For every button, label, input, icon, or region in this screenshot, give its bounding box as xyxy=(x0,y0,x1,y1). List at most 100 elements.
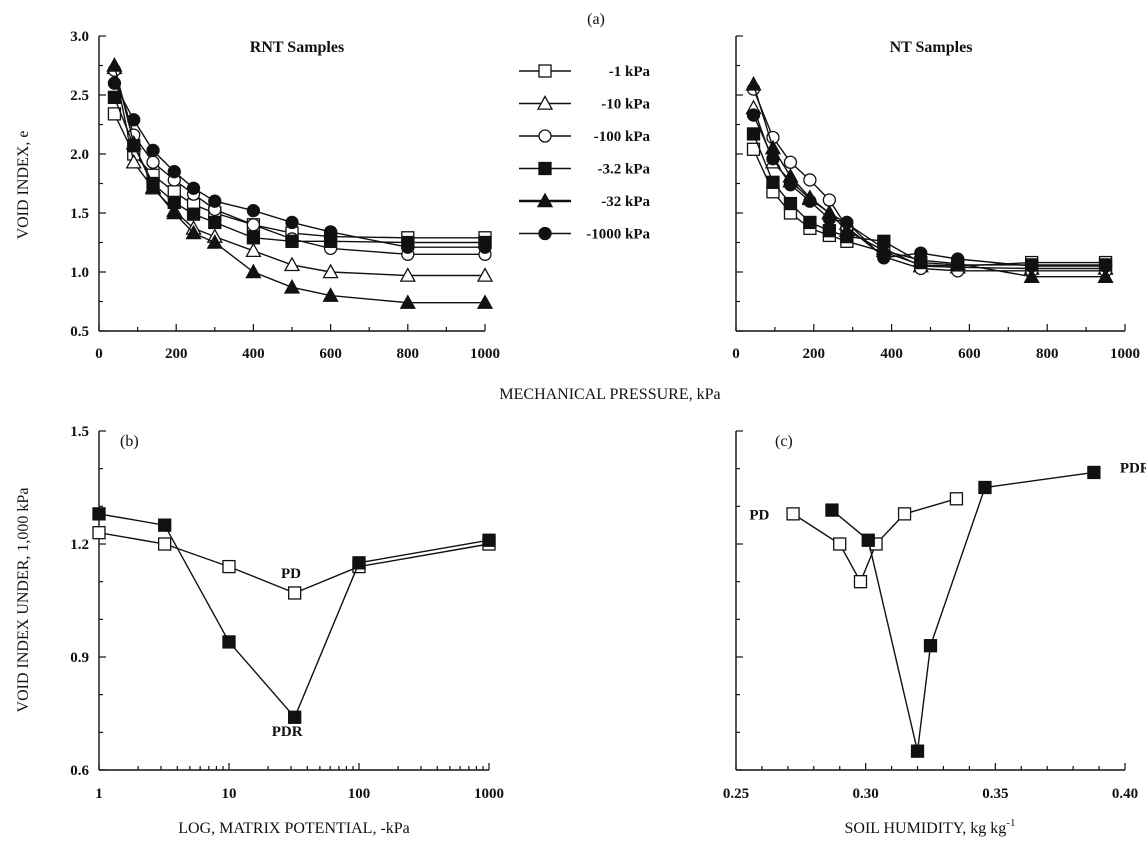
legend: -1 kPa -10 kPa -100 kPa -3.2 kPa -32 kPa -100… xyxy=(519,64,651,243)
b-data-point xyxy=(222,559,236,574)
rnt-x-tick-label: 200 xyxy=(165,346,188,362)
c-data-point xyxy=(786,507,800,521)
nt-series-line xyxy=(752,107,1106,270)
rnt-x-tick-label: 800 xyxy=(397,346,420,362)
b-annotation: PDR xyxy=(272,724,303,740)
c-panel-label: (c) xyxy=(775,433,793,450)
legend-label: -100 kPa xyxy=(594,129,651,145)
legend-marker xyxy=(536,192,554,208)
rnt-data-point xyxy=(146,155,160,169)
c-series-line xyxy=(792,498,957,584)
b-annotation: PD xyxy=(281,566,301,582)
nt-x-tick-label: 200 xyxy=(803,346,826,362)
rnt-y-tick-label: 2.5 xyxy=(70,88,89,104)
c-data-point xyxy=(825,503,839,517)
c-data-point xyxy=(853,575,868,589)
rnt-data-point xyxy=(208,215,222,230)
c-data-point xyxy=(1087,465,1101,480)
nt-x-tick-label: 1000 xyxy=(1110,346,1140,362)
rnt-data-point xyxy=(107,90,122,105)
b-series-line xyxy=(98,532,490,594)
c-annotation: PDR xyxy=(1120,460,1146,476)
b-data-point xyxy=(352,556,366,570)
rnt-data-point xyxy=(401,240,415,254)
panel-a-nt: NT Samples 0 200 400 600 800 1000 xyxy=(732,35,1140,362)
nt-x-tick-label: 800 xyxy=(1036,346,1059,362)
b-series-line xyxy=(98,513,490,719)
rnt-x-tick-label: 600 xyxy=(319,346,342,362)
c-data-point xyxy=(923,639,938,653)
nt-data-point xyxy=(822,224,837,238)
legend-label: -1 kPa xyxy=(609,64,651,80)
rnt-data-point xyxy=(106,57,123,72)
nt-data-point xyxy=(1097,268,1114,283)
nt-data-point xyxy=(877,251,891,265)
panel-c: (c) SOIL HUMIDITY, kg kg-1 0.25 0.30 0.35 0… xyxy=(723,430,1146,837)
rnt-data-point xyxy=(285,234,299,248)
rnt-data-point xyxy=(127,113,141,127)
rnt-data-point xyxy=(246,203,261,218)
nt-data-point xyxy=(803,173,817,187)
b-data-point xyxy=(92,507,106,521)
rnt-series-line xyxy=(113,82,485,248)
rnt-data-point xyxy=(167,165,181,179)
c-x-tick-label: 0.30 xyxy=(853,786,879,802)
b-data-point xyxy=(288,710,302,724)
b-y-tick-label: 0.9 xyxy=(70,650,89,666)
rnt-data-point xyxy=(125,135,142,150)
rnt-data-point xyxy=(245,242,262,258)
rnt-data-point xyxy=(245,263,262,279)
rnt-data-point xyxy=(125,153,142,169)
b-panel-label: (b) xyxy=(120,433,139,450)
b-data-point xyxy=(92,526,106,540)
nt-data-point xyxy=(766,152,780,166)
c-annotation: PD xyxy=(749,508,769,524)
rnt-data-point xyxy=(208,194,222,208)
c-data-point xyxy=(861,533,875,547)
b-y-tick-label: 0.6 xyxy=(70,763,89,779)
rnt-data-point xyxy=(476,267,494,282)
nt-data-point xyxy=(840,215,854,230)
legend-item: -10 kPa xyxy=(519,95,651,113)
panel-b: (b) VOID INDEX UNDER, 1,000 kPa LOG, MAT… xyxy=(15,424,504,837)
legend-item: -1 kPa xyxy=(519,64,651,80)
legend-marker xyxy=(536,95,554,110)
c-xlabel-sup: -1 xyxy=(1006,817,1015,829)
c-data-point xyxy=(978,480,992,495)
b-data-point xyxy=(288,586,302,600)
rnt-data-point xyxy=(285,215,299,230)
rnt-data-point xyxy=(476,294,494,309)
nt-data-point xyxy=(783,178,798,192)
legend-label: -1000 kPa xyxy=(586,227,650,243)
b-x-tick-label: 1000 xyxy=(474,786,504,802)
b-ylabel: VOID INDEX UNDER, 1,000 kPa xyxy=(15,488,32,713)
nt-data-point xyxy=(1024,259,1039,273)
nt-data-point xyxy=(838,222,855,237)
nt-data-point xyxy=(951,252,965,266)
c-data-point xyxy=(949,492,964,506)
nt-x-tick-label: 400 xyxy=(880,346,903,362)
c-data-point xyxy=(897,507,912,521)
b-xlabel: LOG, MATRIX POTENTIAL, -kPa xyxy=(178,820,410,837)
rnt-data-point xyxy=(399,294,416,309)
rnt-y-tick-label: 1.0 xyxy=(70,265,89,281)
b-x-tick-label: 1 xyxy=(95,786,103,802)
nt-data-point xyxy=(746,108,761,122)
legend-label: -32 kPa xyxy=(601,194,650,210)
nt-data-point xyxy=(745,76,762,91)
rnt-title: RNT Samples xyxy=(250,39,344,56)
panel-a-rnt: RNT Samples VOID INDEX, e 0 200 400 600 800 1… xyxy=(15,29,500,362)
legend-label: -3.2 kPa xyxy=(598,162,651,178)
rnt-y-tick-label: 0.5 xyxy=(70,324,89,340)
b-data-point xyxy=(158,518,172,532)
b-data-point xyxy=(158,537,172,551)
c-x-tick-label: 0.35 xyxy=(982,786,1008,802)
nt-data-point xyxy=(1098,259,1113,273)
rnt-x-tick-label: 400 xyxy=(242,346,265,362)
rnt-data-point xyxy=(186,181,201,195)
b-data-point xyxy=(482,533,496,547)
c-x-tick-label: 0.40 xyxy=(1112,786,1138,802)
b-y-tick-label: 1.2 xyxy=(70,537,89,553)
rnt-data-point xyxy=(166,204,183,220)
